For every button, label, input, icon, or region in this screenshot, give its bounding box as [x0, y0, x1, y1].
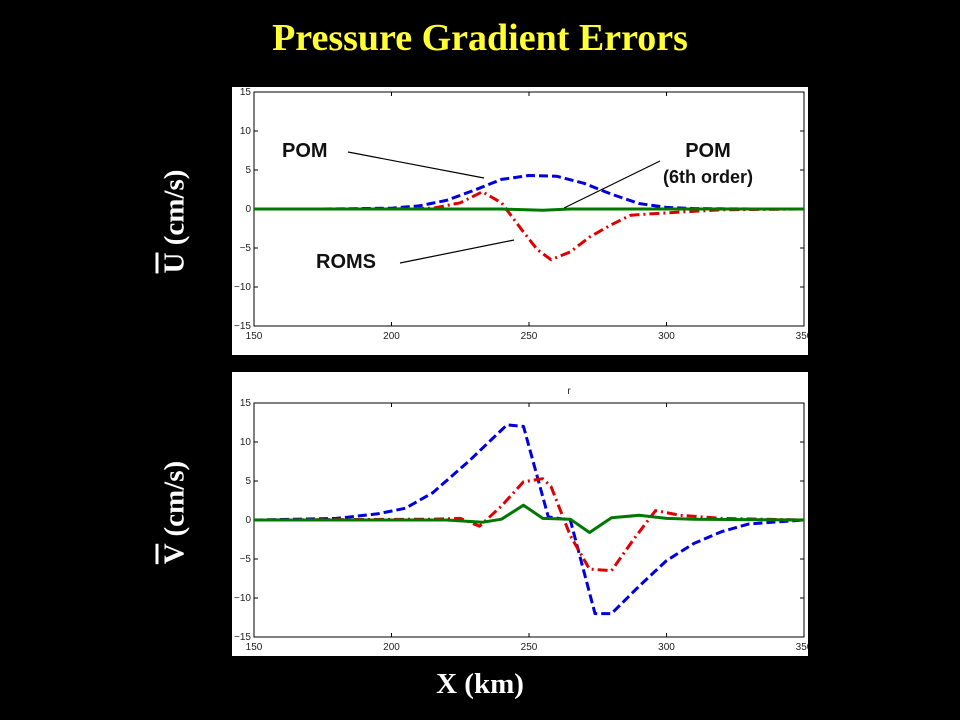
chart-title: Pressure Gradient Errors	[272, 17, 688, 59]
annotation-roms-leader	[399, 239, 515, 264]
y-tick-label: 0	[245, 204, 251, 215]
plot-background	[232, 87, 808, 355]
y-axis-label-v-unit: (cm/s)	[158, 460, 191, 544]
x-tick-label: 250	[521, 642, 538, 653]
x-tick-label: 200	[383, 642, 400, 653]
y-tick-label: −5	[240, 243, 252, 254]
series-line-roms	[254, 190, 805, 262]
y-tick-label: 15	[240, 87, 252, 98]
x-tick-label: 200	[383, 331, 400, 342]
y-tick-label: −5	[240, 554, 252, 565]
annotation-pom6-order: (6th order)	[663, 167, 753, 187]
y-axis-label-v: V (cm/s)	[159, 413, 192, 613]
x-tick-label: 350	[796, 331, 808, 342]
y-tick-label: −10	[234, 282, 251, 293]
y-tick-label: −15	[234, 321, 251, 332]
y-tick-label: 10	[240, 126, 252, 137]
annotation-pom-leader	[347, 151, 485, 179]
series-line-roms	[253, 477, 805, 573]
plot-background	[232, 372, 808, 656]
y-tick-label: 0	[245, 515, 251, 526]
x-axis-label: X (km)	[436, 668, 524, 700]
x-tick-label: 150	[246, 642, 263, 653]
y-tick-label: 5	[245, 476, 251, 487]
y-tick-label: 15	[240, 398, 252, 409]
series-line-pom-6th-order	[254, 503, 805, 534]
x-tick-label: 300	[658, 331, 675, 342]
y-axis-label-u-unit: (cm/s)	[158, 169, 191, 253]
y-tick-label: −15	[234, 632, 251, 643]
panel-v-title: r	[567, 386, 571, 397]
y-axis-label-u: U (cm/s)	[159, 122, 192, 322]
y-tick-label: −10	[234, 593, 251, 604]
annotation-pom: POM	[282, 140, 328, 162]
y-tick-label: 5	[245, 165, 251, 176]
y-axis-label-v-symbol: V	[158, 543, 191, 565]
annotation-roms: ROMS	[316, 251, 376, 273]
x-tick-label: 250	[521, 331, 538, 342]
annotation-pom6-leader	[563, 160, 661, 209]
annotation-pom6-name: POM	[685, 140, 731, 162]
x-tick-label: 300	[658, 642, 675, 653]
y-axis-label-u-symbol: U	[158, 252, 191, 274]
x-tick-label: 350	[796, 642, 808, 653]
x-tick-label: 150	[246, 331, 263, 342]
series-line-pom-6th-order	[254, 207, 804, 212]
y-tick-label: 10	[240, 437, 252, 448]
